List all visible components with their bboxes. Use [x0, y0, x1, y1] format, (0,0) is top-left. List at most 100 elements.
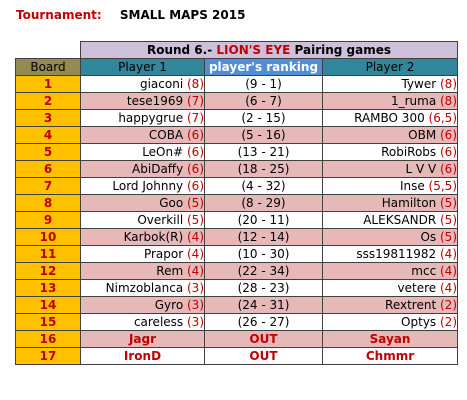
ranking-cell: OUT	[204, 347, 323, 365]
player1-cell: Nimzoblanca (3)	[80, 279, 205, 297]
player1-cell: careless (3)	[80, 313, 205, 331]
player1-name: Gyro	[154, 298, 184, 312]
table-row: 10 Karbok(R) (4) (12 - 14) Os (5)	[15, 228, 458, 246]
table-row: 13 Nimzoblanca (3) (28 - 23) vetere (4)	[15, 279, 458, 297]
player2-cell: OBM (6)	[322, 126, 458, 144]
player2-cell: Tywer (8)	[322, 75, 458, 93]
round-suffix: Pairing games	[294, 43, 392, 57]
player1-cell: Karbok(R) (4)	[80, 228, 205, 246]
player1-name: Overkill	[137, 213, 184, 227]
board-number: 16	[15, 330, 81, 348]
table-row: 15 careless (3) (26 - 27) Optys (2)	[15, 313, 458, 331]
round-prefix: Round 6.-	[146, 43, 213, 57]
player2-cell: Hamilton (5)	[322, 194, 458, 212]
player2-points: (4)	[440, 247, 457, 261]
player2-cell: vetere (4)	[322, 279, 458, 297]
round-header-row: Round 6.- LION'S EYE Pairing games	[15, 41, 458, 59]
board-number: 15	[15, 313, 81, 331]
player2-name: ALEKSANDR	[363, 213, 437, 227]
ranking-cell: (20 - 11)	[204, 211, 323, 229]
player1-name: COBA	[148, 128, 184, 142]
player2-cell: Rextrent (2)	[322, 296, 458, 314]
table-row: 8 Goo (5) (8 - 29) Hamilton (5)	[15, 194, 458, 212]
ranking-cell: (4 - 32)	[204, 177, 323, 195]
pairing-rows: 1 giaconi (8) (9 - 1) Tywer (8) 2 tese1969 (7…	[15, 75, 458, 365]
ranking-cell: (8 - 29)	[204, 194, 323, 212]
tournament-label: Tournament:	[16, 8, 102, 22]
player1-cell: Gyro (3)	[80, 296, 205, 314]
player1-points: (5)	[187, 196, 204, 210]
player1-points: (4)	[187, 264, 204, 278]
player2-name: Tywer	[401, 77, 437, 91]
player1-points: (3)	[187, 298, 204, 312]
player1-cell: giaconi (8)	[80, 75, 205, 93]
ranking-cell: OUT	[204, 330, 323, 348]
player1-points: (7)	[187, 94, 204, 108]
player2-points: (5)	[440, 196, 457, 210]
player2-name: Hamilton	[381, 196, 437, 210]
player1-name: giaconi	[139, 77, 184, 91]
ranking-cell: (26 - 27)	[204, 313, 323, 331]
player1-points: (5)	[187, 213, 204, 227]
player1-cell: Overkill (5)	[80, 211, 205, 229]
table-row: 4 COBA (6) (5 - 16) OBM (6)	[15, 126, 458, 144]
player2-cell: mcc (4)	[322, 262, 458, 280]
player2-cell: RAMBO 300 (6,5)	[322, 109, 458, 127]
player2-cell: Optys (2)	[322, 313, 458, 331]
player1-cell: Goo (5)	[80, 194, 205, 212]
table-row: 1 giaconi (8) (9 - 1) Tywer (8)	[15, 75, 458, 93]
player1-points: (6)	[187, 128, 204, 142]
player2-cell: Chmmr	[322, 347, 458, 365]
player2-name: Rextrent	[385, 298, 437, 312]
player1-name: Rem	[156, 264, 184, 278]
player2-name: RobiRobs	[381, 145, 437, 159]
board-number: 14	[15, 296, 81, 314]
player1-cell: Rem (4)	[80, 262, 205, 280]
player1-name: tese1969	[126, 94, 184, 108]
player2-name: mcc	[411, 264, 437, 278]
ranking-cell: (18 - 25)	[204, 160, 323, 178]
player1-name: Karbok(R)	[123, 230, 184, 244]
player1-name: careless	[133, 315, 184, 329]
player1-points: (6)	[187, 162, 204, 176]
ranking-cell: (2 - 15)	[204, 109, 323, 127]
player1-name: LeOn#	[142, 145, 184, 159]
board-number: 13	[15, 279, 81, 297]
player1-cell: COBA (6)	[80, 126, 205, 144]
header-ranking: player's ranking	[204, 58, 323, 76]
player2-name: Inse	[399, 179, 425, 193]
player1-points: (3)	[187, 315, 204, 329]
table-row: 16 Jagr OUT Sayan	[15, 330, 458, 348]
player2-cell: 1_ruma (8)	[322, 92, 458, 110]
player2-name: Chmmr	[365, 349, 415, 363]
board-number: 9	[15, 211, 81, 229]
player2-points: (8)	[440, 77, 457, 91]
player1-name: IronD	[123, 349, 162, 363]
player1-name: Prapor	[143, 247, 184, 261]
player2-points: (5)	[440, 230, 457, 244]
column-header-row: Board Player 1 player's ranking Player 2	[15, 58, 458, 76]
board-number: 3	[15, 109, 81, 127]
player1-points: (6)	[187, 179, 204, 193]
ranking-cell: (6 - 7)	[204, 92, 323, 110]
player2-points: (6,5)	[428, 111, 457, 125]
table-row: 5 LeOn# (6) (13 - 21) RobiRobs (6)	[15, 143, 458, 161]
board-number: 1	[15, 75, 81, 93]
board-number: 8	[15, 194, 81, 212]
table-row: 17 IronD OUT Chmmr	[15, 347, 458, 365]
board-number: 6	[15, 160, 81, 178]
player2-points: (6)	[440, 162, 457, 176]
player1-name: Goo	[159, 196, 184, 210]
player1-cell: Jagr	[80, 330, 205, 348]
player2-points: (6)	[440, 145, 457, 159]
player2-cell: Sayan	[322, 330, 458, 348]
round-map-name: LION'S EYE	[216, 43, 291, 57]
board-number: 12	[15, 262, 81, 280]
table-row: 11 Prapor (4) (10 - 30) sss19811982 (4)	[15, 245, 458, 263]
player1-cell: Prapor (4)	[80, 245, 205, 263]
player1-points: (3)	[187, 281, 204, 295]
board-number: 17	[15, 347, 81, 365]
ranking-cell: (10 - 30)	[204, 245, 323, 263]
player1-name: happygrue	[118, 111, 184, 125]
player2-points: (2)	[440, 315, 457, 329]
